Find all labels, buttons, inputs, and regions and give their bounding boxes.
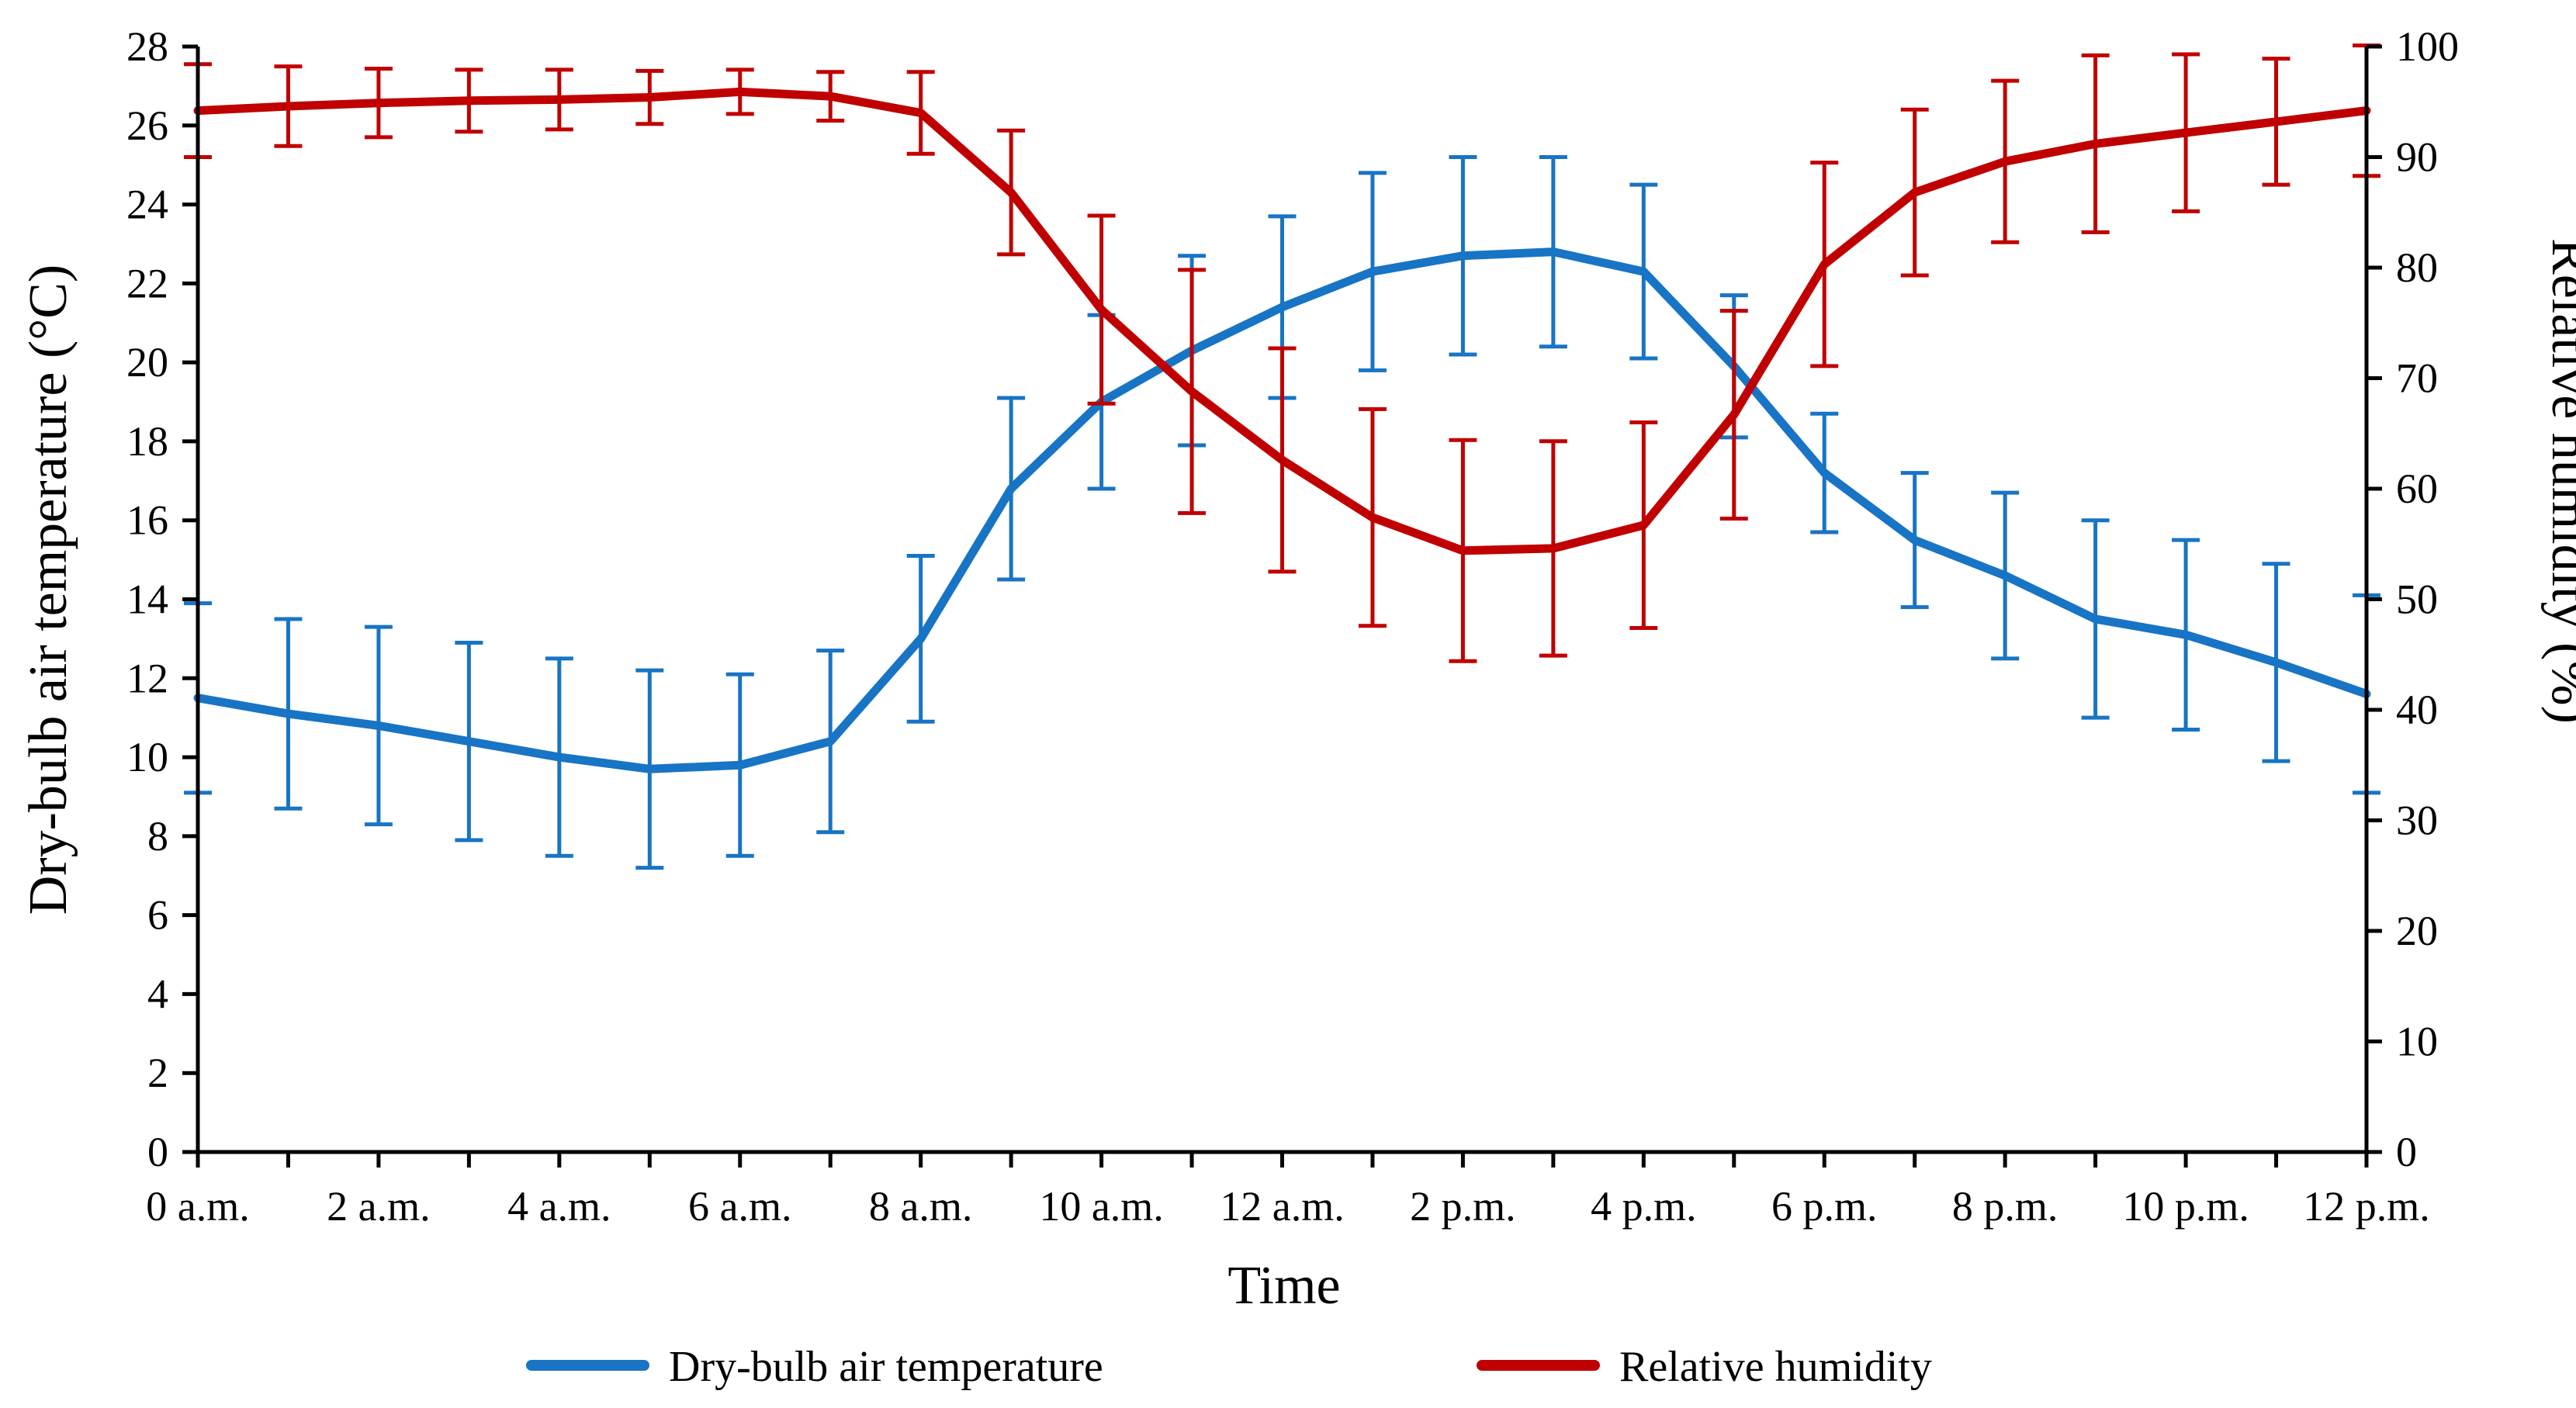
x-tick-label: 12 a.m. — [1220, 1183, 1344, 1230]
y-left-tick-label: 2 — [147, 1050, 168, 1096]
x-tick-label: 10 a.m. — [1039, 1183, 1163, 1230]
series-line — [193, 247, 2371, 773]
x-tick-label: 0 a.m. — [146, 1183, 249, 1230]
y-left-tick-label: 6 — [147, 892, 168, 939]
x-tick-label: 12 p.m. — [2303, 1183, 2430, 1230]
x-tick-label: 6 a.m. — [688, 1183, 791, 1230]
x-tick-label: 8 a.m. — [869, 1183, 972, 1230]
y-left-tick-label: 26 — [126, 102, 168, 149]
series-humidity — [184, 43, 2380, 663]
y-right-tick-label: 40 — [2396, 687, 2438, 733]
y-left-tick-label: 14 — [126, 576, 168, 623]
y-left-tick-label: 28 — [126, 23, 168, 70]
x-tick-label: 4 p.m. — [1591, 1183, 1697, 1230]
y-left-tick-label: 4 — [147, 970, 168, 1017]
x-tick-label: 8 p.m. — [1952, 1183, 2058, 1230]
x-tick-label: 2 a.m. — [327, 1183, 430, 1230]
y-left-tick-label: 18 — [126, 418, 168, 465]
series-layer — [184, 43, 2380, 870]
legend-label-temperature: Dry-bulb air temperature — [669, 1343, 1103, 1391]
y-right-tick-label: 80 — [2396, 244, 2438, 291]
y-left-tick-label: 12 — [126, 655, 168, 701]
x-tick-label: 10 p.m. — [2122, 1183, 2249, 1230]
legend: Dry-bulb air temperature Relative humidi… — [526, 1343, 1932, 1391]
axes-layer — [182, 44, 2382, 1168]
y-left-tick-label: 8 — [147, 813, 168, 860]
labels-layer: 0246810121416182022242628010203040506070… — [126, 23, 2459, 1230]
legend-label-humidity: Relative humidity — [1619, 1343, 1932, 1391]
series-line — [193, 87, 2371, 555]
y-right-tick-label: 70 — [2396, 355, 2438, 402]
y-left-tick-label: 0 — [147, 1129, 168, 1175]
y-left-tick-label: 24 — [126, 182, 168, 228]
y-axis-right-title: Relative humidity (%) — [2540, 238, 2576, 724]
y-left-tick-label: 20 — [126, 339, 168, 386]
x-axis-title: Time — [1227, 1256, 1340, 1316]
y-right-tick-label: 10 — [2396, 1019, 2438, 1065]
y-right-tick-label: 60 — [2396, 465, 2438, 512]
y-right-tick-label: 0 — [2396, 1129, 2417, 1175]
y-right-tick-label: 90 — [2396, 134, 2438, 181]
x-tick-label: 2 p.m. — [1410, 1183, 1516, 1230]
y-right-tick-label: 30 — [2396, 797, 2438, 844]
y-left-tick-label: 22 — [126, 260, 168, 306]
y-axis-left-title: Dry-bulb air temperature (°C) — [19, 265, 78, 915]
x-tick-label: 4 a.m. — [507, 1183, 611, 1230]
y-right-tick-label: 100 — [2396, 23, 2459, 70]
y-right-tick-label: 50 — [2396, 576, 2438, 623]
y-right-tick-label: 20 — [2396, 908, 2438, 954]
y-left-tick-label: 16 — [126, 497, 168, 544]
y-left-tick-label: 10 — [126, 734, 168, 780]
x-tick-label: 6 p.m. — [1771, 1183, 1878, 1230]
